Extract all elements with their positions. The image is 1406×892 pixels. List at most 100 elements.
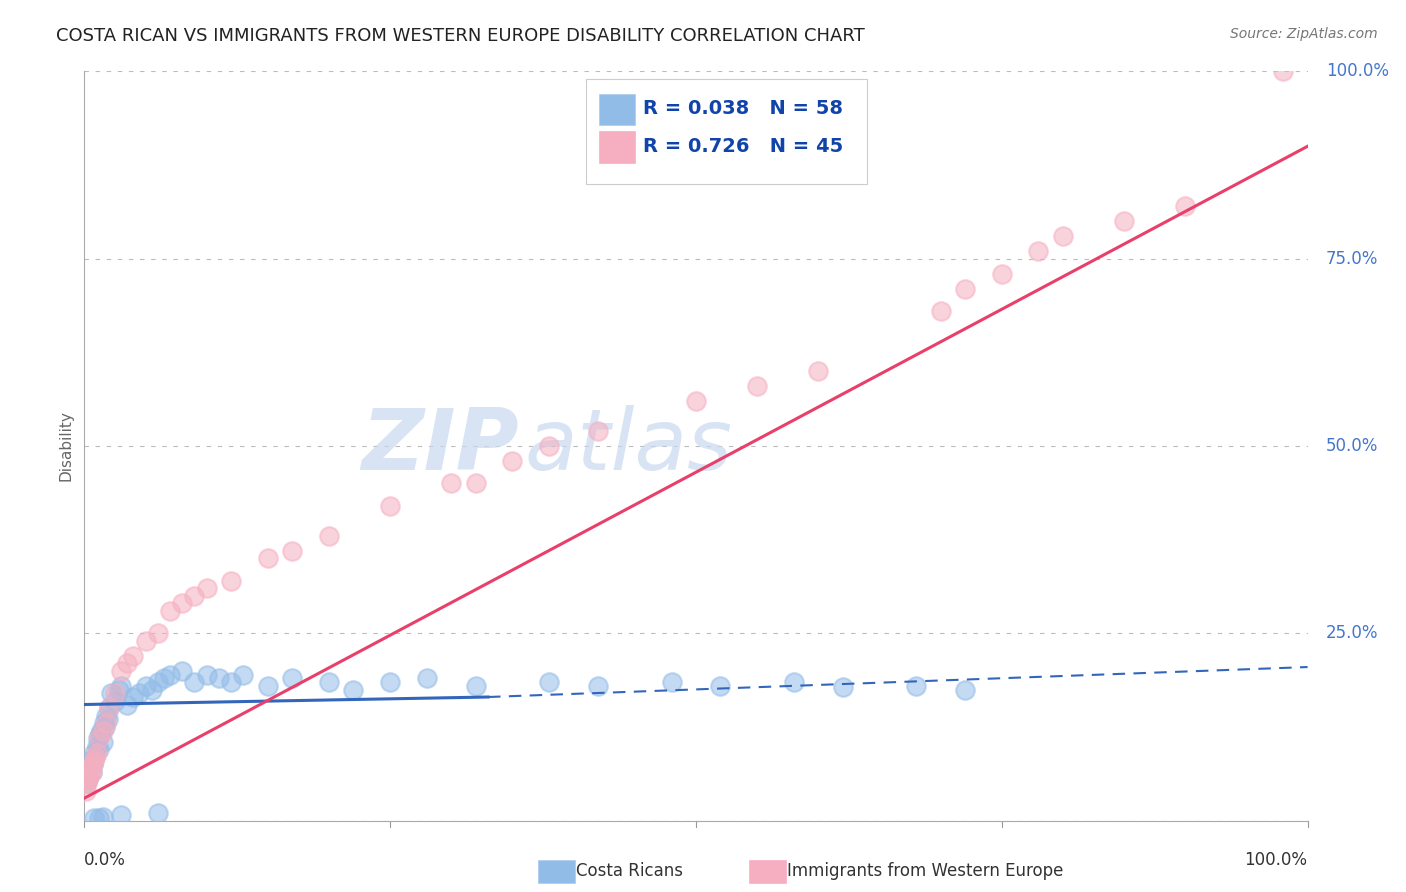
Point	[76, 776, 98, 790]
Point	[783, 675, 806, 690]
Point	[1052, 229, 1074, 244]
Text: Immigrants from Western Europe: Immigrants from Western Europe	[787, 863, 1064, 880]
Point	[82, 757, 104, 772]
Point	[110, 679, 132, 693]
Point	[991, 267, 1014, 281]
FancyBboxPatch shape	[586, 78, 868, 184]
Point	[953, 682, 976, 697]
Point	[1028, 244, 1050, 259]
Text: 50.0%: 50.0%	[1326, 437, 1378, 455]
Point	[183, 675, 205, 690]
Point	[93, 716, 115, 731]
Point	[195, 582, 218, 596]
Point	[94, 720, 117, 734]
Point	[342, 682, 364, 697]
Point	[685, 394, 707, 409]
Text: Source: ZipAtlas.com: Source: ZipAtlas.com	[1230, 27, 1378, 41]
Point	[831, 680, 853, 694]
Point	[80, 764, 103, 779]
Point	[257, 679, 280, 693]
Point	[208, 671, 231, 685]
Point	[79, 761, 101, 775]
Point	[86, 746, 108, 760]
Point	[128, 686, 150, 700]
Point	[464, 476, 486, 491]
Point	[502, 454, 524, 468]
Point	[709, 679, 731, 693]
Point	[82, 757, 104, 772]
Point	[281, 671, 304, 685]
Text: Costa Ricans: Costa Ricans	[576, 863, 683, 880]
Point	[115, 698, 138, 712]
Point	[76, 769, 98, 783]
Point	[122, 690, 145, 704]
Point	[661, 675, 683, 690]
Point	[464, 679, 486, 693]
Text: 75.0%: 75.0%	[1326, 250, 1378, 268]
Point	[91, 723, 114, 738]
Text: atlas: atlas	[524, 404, 733, 488]
Point	[586, 679, 609, 693]
Point	[100, 686, 122, 700]
Point	[83, 754, 105, 768]
Point	[538, 439, 561, 453]
Point	[110, 807, 132, 822]
Point	[135, 633, 157, 648]
Point	[141, 682, 163, 697]
Point	[232, 667, 254, 681]
Point	[146, 806, 169, 821]
Point	[905, 679, 928, 693]
Point	[80, 764, 103, 779]
Text: ZIP: ZIP	[361, 404, 519, 488]
Point	[87, 731, 110, 746]
Point	[91, 735, 114, 749]
Point	[380, 499, 402, 513]
Point	[219, 574, 242, 588]
Point	[807, 364, 830, 378]
Point	[380, 675, 402, 690]
Point	[77, 761, 100, 775]
Text: 100.0%: 100.0%	[1244, 851, 1308, 869]
Point	[183, 589, 205, 603]
Point	[318, 675, 340, 690]
Point	[77, 772, 100, 787]
FancyBboxPatch shape	[599, 131, 636, 162]
Point	[953, 282, 976, 296]
Text: R = 0.038   N = 58: R = 0.038 N = 58	[644, 99, 844, 119]
Point	[75, 783, 97, 797]
Point	[440, 476, 463, 491]
Point	[1272, 64, 1295, 78]
Point	[107, 682, 129, 697]
Point	[586, 424, 609, 438]
Point	[83, 746, 105, 760]
Point	[318, 529, 340, 543]
Point	[122, 648, 145, 663]
Text: COSTA RICAN VS IMMIGRANTS FROM WESTERN EUROPE DISABILITY CORRELATION CHART: COSTA RICAN VS IMMIGRANTS FROM WESTERN E…	[56, 27, 865, 45]
Point	[146, 675, 169, 690]
Point	[84, 750, 107, 764]
Point	[79, 754, 101, 768]
FancyBboxPatch shape	[599, 94, 636, 125]
Text: 25.0%: 25.0%	[1326, 624, 1378, 642]
Point	[97, 701, 120, 715]
Point	[83, 811, 105, 825]
Point	[416, 671, 439, 685]
Text: 0.0%: 0.0%	[84, 851, 127, 869]
Text: R = 0.726   N = 45: R = 0.726 N = 45	[644, 136, 844, 156]
Point	[146, 626, 169, 640]
Point	[172, 596, 194, 610]
Point	[747, 379, 769, 393]
Point	[77, 769, 100, 783]
Point	[1174, 199, 1197, 213]
Point	[110, 664, 132, 678]
Point	[90, 723, 112, 738]
Point	[87, 811, 110, 825]
Point	[96, 708, 118, 723]
Point	[104, 686, 127, 700]
Point	[153, 671, 176, 685]
Point	[219, 675, 242, 690]
Point	[87, 731, 110, 746]
Point	[86, 739, 108, 753]
Point	[77, 772, 100, 787]
Point	[91, 810, 114, 824]
